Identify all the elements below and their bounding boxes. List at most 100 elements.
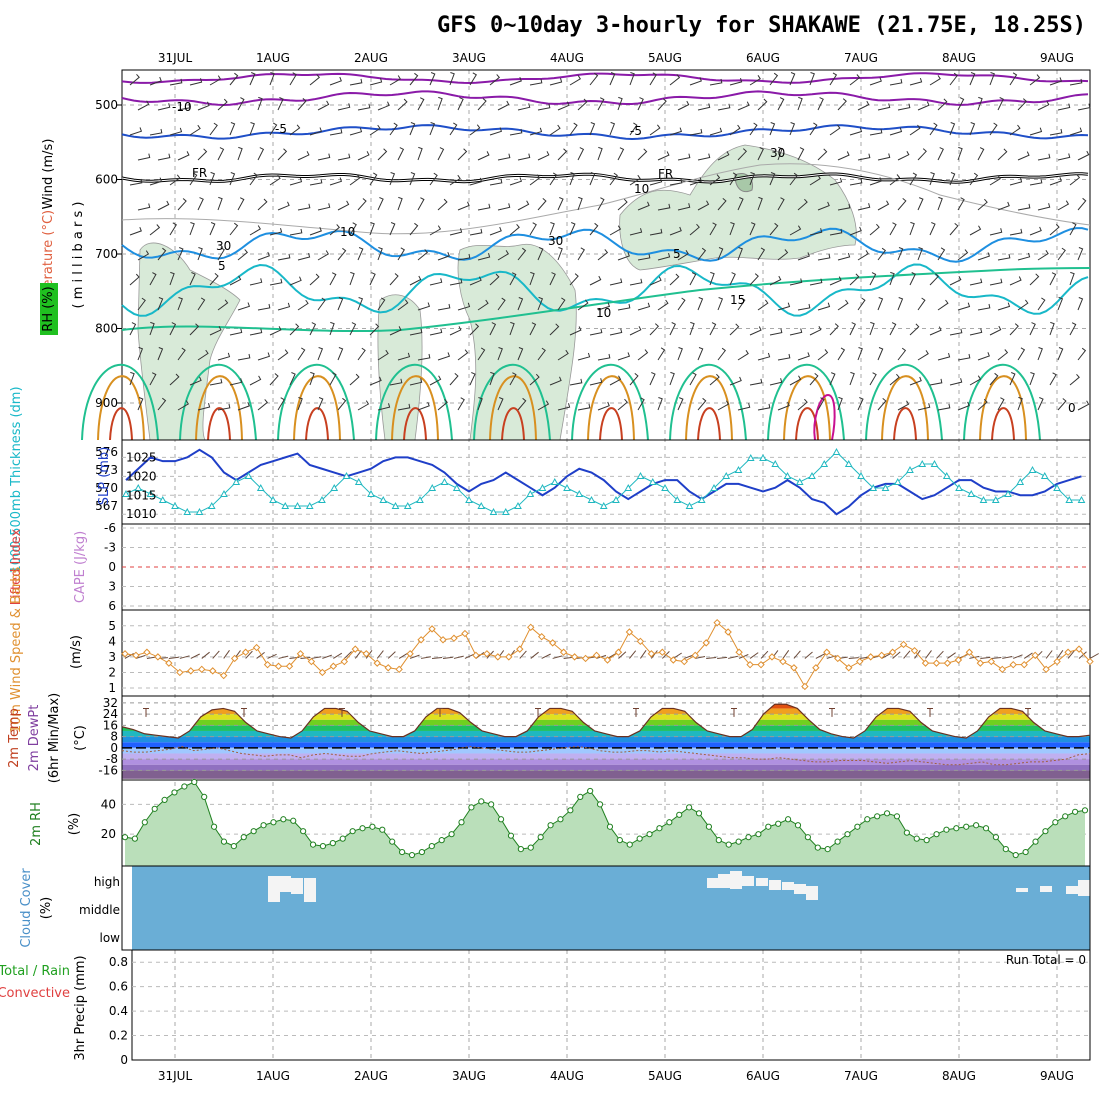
wind-barb	[649, 177, 663, 186]
wind-barb	[889, 174, 901, 186]
thickness-point	[710, 483, 718, 491]
wind10m-point	[581, 654, 590, 663]
contour-freezing-inner	[121, 173, 1089, 183]
wind-barb	[277, 302, 291, 311]
wind-barb	[409, 72, 419, 86]
thickness-point	[955, 483, 963, 491]
rh2m-point	[329, 840, 336, 847]
wind-barb	[677, 153, 691, 161]
wind-barb	[337, 297, 344, 311]
rh2m-point	[953, 825, 960, 832]
wind-barb	[229, 328, 243, 336]
contour-5	[121, 227, 1089, 263]
wind-barb	[797, 303, 811, 311]
wind10m-point	[318, 668, 327, 677]
wind-barb	[437, 303, 451, 311]
pressure-tick-label: 800	[95, 322, 118, 336]
date-label-top: 5AUG	[648, 51, 682, 65]
wind-barb	[809, 122, 818, 136]
wind-barb	[1029, 273, 1040, 286]
wind-barb	[497, 347, 503, 361]
wind-barb	[809, 373, 819, 386]
wind10m-point	[866, 653, 875, 661]
wind-barb	[1077, 150, 1090, 161]
rh2m-point	[735, 838, 742, 845]
wind-barb	[297, 98, 307, 111]
wind-barb	[1049, 77, 1063, 86]
wind-barb	[157, 347, 164, 361]
contour-15	[963, 363, 1041, 441]
wind10m-barb	[1078, 651, 1087, 659]
wind-barb	[1037, 297, 1046, 311]
wind-barb	[249, 225, 261, 236]
wind-barb	[537, 151, 550, 161]
wind-barb	[277, 97, 284, 111]
wind-barb	[877, 200, 890, 211]
wind-barb	[249, 122, 255, 136]
wind-barb	[197, 197, 204, 211]
cloud-gap	[1078, 880, 1090, 896]
wind-barb	[577, 98, 588, 111]
thickness-point	[305, 501, 314, 509]
cloud-level-high: high	[94, 875, 120, 889]
thickness-point	[869, 483, 878, 491]
wind-tick-label: 4	[108, 634, 116, 648]
wind-barb	[617, 352, 631, 361]
wind-barb	[969, 72, 976, 86]
wind-barb	[509, 177, 523, 186]
wind10m-point	[647, 650, 656, 658]
pressure-tick-label: 700	[95, 247, 118, 261]
wind-barb	[597, 249, 609, 261]
cape-tick-label: 0	[108, 560, 116, 574]
rh2m-point	[517, 845, 524, 853]
wind-barb	[149, 272, 157, 286]
wind-barb	[429, 328, 443, 336]
thickness-point	[1016, 477, 1025, 485]
wind-barb	[977, 252, 991, 261]
rh2m-point	[794, 822, 802, 829]
wind-barb	[909, 124, 921, 136]
wind-barb	[477, 347, 486, 361]
wind-barb	[789, 328, 803, 336]
wind-barb	[237, 249, 249, 261]
wind-barb	[689, 321, 695, 336]
contour-label-c0: 0	[1068, 401, 1076, 415]
rh2m-point	[280, 816, 287, 823]
wind10m-point	[198, 665, 206, 674]
wind-barb	[257, 96, 263, 111]
wind-barb	[977, 147, 985, 161]
wind-barb	[977, 198, 988, 211]
wind-barb	[589, 275, 602, 286]
wind-barb	[1057, 103, 1071, 111]
temp-cold-band	[122, 747, 1090, 754]
rh2m-point	[270, 819, 277, 826]
contour-20	[685, 375, 733, 441]
wind-barb	[749, 172, 755, 186]
wind-barb	[789, 72, 796, 86]
wind-barb	[417, 401, 430, 411]
wind-barb	[1057, 296, 1064, 311]
wind10m-point	[1009, 660, 1017, 669]
thickness-tick-label: 570	[95, 481, 118, 495]
rh2m-series	[121, 778, 1089, 866]
wind-barb	[749, 122, 758, 136]
wind10m-barb	[442, 656, 453, 659]
thickness-point	[795, 477, 804, 485]
wind-barb	[889, 78, 903, 86]
date-label-bottom: 7AUG	[844, 1069, 878, 1083]
y-label-convective: Convective	[0, 986, 70, 1001]
wind10m-point	[450, 634, 458, 642]
wind-barb	[349, 78, 363, 86]
wind-barb	[837, 151, 850, 161]
wind-barb	[449, 326, 462, 336]
wind-barb	[757, 196, 763, 211]
wind-barb	[1049, 272, 1057, 286]
wind-barb	[749, 273, 759, 286]
wind10m-barb	[607, 652, 617, 659]
cloud-gap	[730, 871, 742, 889]
wind-barb	[957, 146, 963, 161]
wind-barb	[589, 378, 603, 386]
wind-barb	[957, 197, 965, 211]
wind10m-point	[559, 648, 568, 656]
cloud-level-middle: middle	[79, 903, 120, 917]
